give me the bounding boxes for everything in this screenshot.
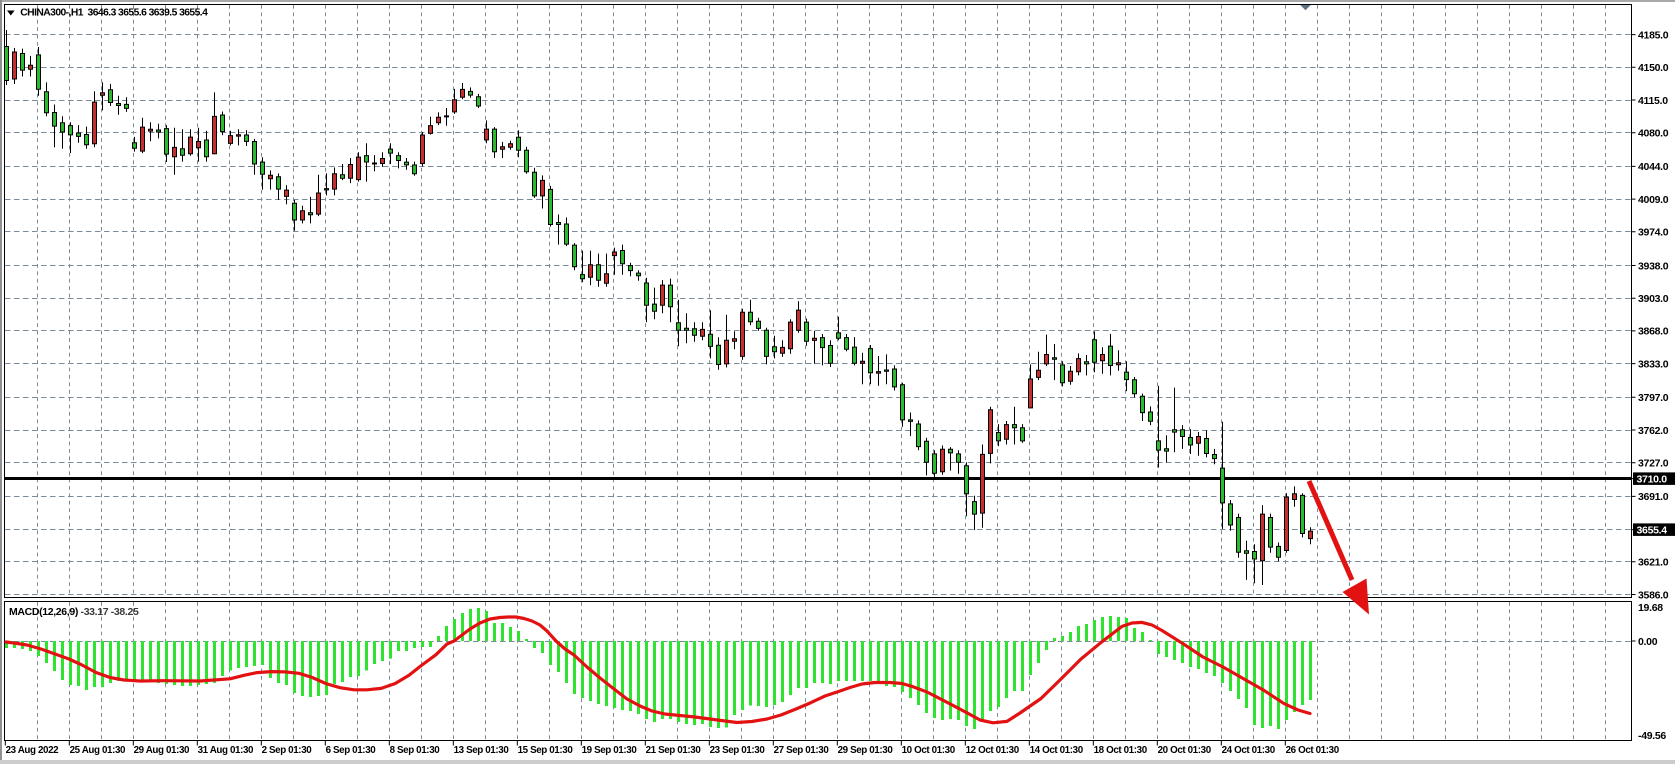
svg-text:3727.0: 3727.0: [1638, 458, 1669, 470]
svg-text:14 Oct 01:30: 14 Oct 01:30: [1030, 745, 1084, 756]
svg-text:4115.0: 4115.0: [1638, 95, 1668, 107]
svg-text:4185.0: 4185.0: [1638, 29, 1669, 41]
svg-text:12 Oct 01:30: 12 Oct 01:30: [966, 745, 1020, 756]
svg-text:26 Oct 01:30: 26 Oct 01:30: [1286, 745, 1340, 756]
svg-text:20 Oct 01:30: 20 Oct 01:30: [1158, 745, 1212, 756]
svg-text:4150.0: 4150.0: [1638, 62, 1669, 74]
svg-text:3621.0: 3621.0: [1638, 557, 1669, 569]
svg-text:29 Aug 01:30: 29 Aug 01:30: [134, 745, 190, 756]
svg-text:3833.0: 3833.0: [1638, 358, 1669, 370]
svg-text:23 Sep 01:30: 23 Sep 01:30: [710, 745, 766, 756]
svg-text:29 Sep 01:30: 29 Sep 01:30: [838, 745, 894, 756]
svg-text:25 Aug 01:30: 25 Aug 01:30: [70, 745, 126, 756]
svg-text:31 Aug 01:30: 31 Aug 01:30: [198, 745, 254, 756]
svg-text:18 Oct 01:30: 18 Oct 01:30: [1094, 745, 1148, 756]
svg-text:3655.4: 3655.4: [1637, 524, 1668, 536]
svg-text:-49.56: -49.56: [1638, 730, 1666, 742]
svg-text:3762.0: 3762.0: [1638, 425, 1669, 437]
svg-text:6 Sep 01:30: 6 Sep 01:30: [326, 745, 377, 756]
svg-text:CHINA300-,H1 3646.3 3655.6 36: CHINA300-,H1 3646.3 3655.6 3639.5 3655.4: [20, 7, 208, 18]
svg-text:3938.0: 3938.0: [1638, 260, 1669, 272]
svg-text:8 Sep 01:30: 8 Sep 01:30: [390, 745, 441, 756]
svg-text:4009.0: 4009.0: [1638, 194, 1669, 206]
svg-text:13 Sep 01:30: 13 Sep 01:30: [454, 745, 510, 756]
svg-text:3586.0: 3586.0: [1638, 589, 1669, 601]
svg-text:4080.0: 4080.0: [1638, 128, 1669, 140]
svg-text:19 Sep 01:30: 19 Sep 01:30: [582, 745, 638, 756]
svg-text:24 Oct 01:30: 24 Oct 01:30: [1222, 745, 1276, 756]
svg-text:15 Sep 01:30: 15 Sep 01:30: [518, 745, 574, 756]
svg-text:3797.0: 3797.0: [1638, 392, 1669, 404]
svg-text:2 Sep 01:30: 2 Sep 01:30: [262, 745, 313, 756]
svg-text:MACD(12,26,9) -33.17 -38.25: MACD(12,26,9) -33.17 -38.25: [9, 606, 139, 618]
svg-text:0.00: 0.00: [1638, 636, 1658, 648]
svg-text:3903.0: 3903.0: [1638, 293, 1669, 305]
svg-text:23 Aug 2022: 23 Aug 2022: [6, 745, 60, 756]
svg-text:19.68: 19.68: [1638, 602, 1663, 614]
svg-text:3974.0: 3974.0: [1638, 227, 1669, 239]
svg-text:3710.0: 3710.0: [1637, 473, 1668, 485]
svg-text:3691.0: 3691.0: [1638, 491, 1669, 503]
svg-text:27 Sep 01:30: 27 Sep 01:30: [774, 745, 830, 756]
svg-text:3868.0: 3868.0: [1638, 326, 1669, 338]
svg-text:21 Sep 01:30: 21 Sep 01:30: [646, 745, 702, 756]
svg-text:10 Oct 01:30: 10 Oct 01:30: [902, 745, 956, 756]
svg-text:4044.0: 4044.0: [1638, 161, 1669, 173]
